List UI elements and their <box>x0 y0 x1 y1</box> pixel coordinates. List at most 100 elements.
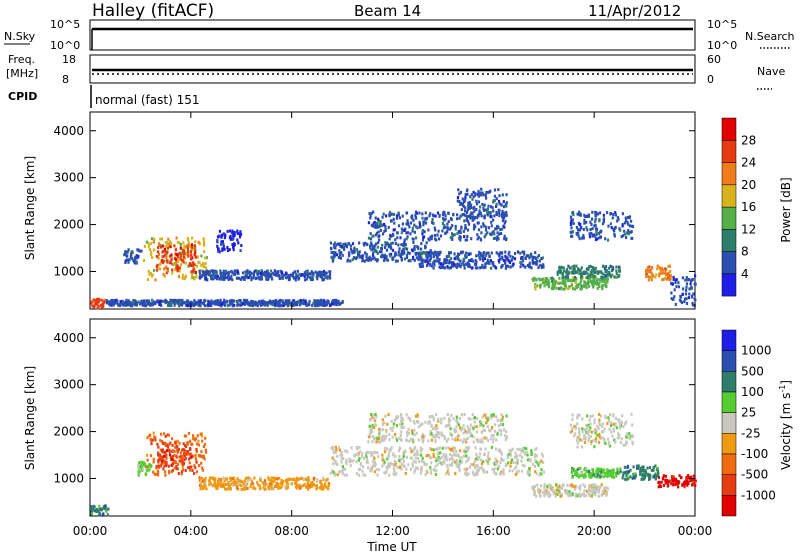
range-cell-0-1-427 <box>147 303 149 306</box>
range-cell-0-1-510 <box>221 302 223 305</box>
range-cell-0-14-46 <box>655 273 657 276</box>
range-cell-0-8-252 <box>434 234 436 237</box>
range-cell-0-10-113 <box>463 205 465 208</box>
range-cell-1-11-44 <box>589 419 591 422</box>
range-cell-1-5-91 <box>509 465 511 468</box>
range-cell-1-6-289 <box>477 440 479 443</box>
range-cell-0-8-312 <box>440 234 442 237</box>
range-cell-1-6-200 <box>474 421 476 424</box>
y-tick-label-0-1: 2000 <box>53 218 84 232</box>
range-cell-1-6-41 <box>406 431 408 434</box>
range-cell-0-8-271 <box>394 238 396 241</box>
range-cell-1-7-137 <box>538 490 540 493</box>
range-cell-0-6-29 <box>229 230 231 233</box>
range-cell-1-6-30 <box>424 421 426 424</box>
range-cell-0-8-5 <box>370 237 372 240</box>
range-cell-1-11-122 <box>593 422 595 425</box>
range-cell-1-6-36 <box>382 428 384 431</box>
range-cell-0-1-517 <box>316 303 318 306</box>
range-cell-1-4-272 <box>270 477 272 480</box>
range-cell-0-9-296 <box>541 266 543 269</box>
range-cell-0-5-174 <box>219 277 221 280</box>
range-cell-1-5-475 <box>334 474 336 477</box>
range-cell-0-2-36 <box>136 262 138 265</box>
range-cell-0-2-39 <box>131 257 133 260</box>
range-cell-0-7-161 <box>385 244 387 247</box>
range-cell-0-1-557 <box>231 302 233 305</box>
range-cell-1-8-85 <box>599 476 601 479</box>
range-cell-1-11-133 <box>596 425 598 428</box>
range-cell-0-9-293 <box>501 265 503 268</box>
range-cell-1-5-286 <box>403 460 405 463</box>
range-cell-1-5-27 <box>417 457 419 460</box>
range-cell-0-3-149 <box>185 275 187 278</box>
range-cell-0-4-79 <box>195 256 197 259</box>
range-cell-1-0-22 <box>101 508 103 511</box>
range-cell-0-10-13 <box>456 213 458 216</box>
range-cell-1-1-23 <box>145 472 147 475</box>
range-cell-1-5-444 <box>353 454 355 457</box>
range-cell-0-5-242 <box>312 272 314 275</box>
range-cell-1-7-60 <box>583 489 585 492</box>
range-cell-1-3-63 <box>172 449 174 452</box>
range-cell-1-4-294 <box>214 480 216 483</box>
range-cell-1-6-226 <box>484 437 486 440</box>
range-cell-1-4-228 <box>218 483 220 486</box>
range-cell-0-5-272 <box>223 277 225 280</box>
range-cell-1-1-20 <box>137 464 139 467</box>
range-cell-0-3-97 <box>204 256 206 259</box>
range-cell-0-13-37 <box>589 228 591 231</box>
date-title: 11/Apr/2012 <box>588 2 681 20</box>
range-cell-1-7-101 <box>588 489 590 492</box>
range-cell-1-3-64 <box>179 456 181 459</box>
range-cell-0-7-179 <box>400 254 402 257</box>
range-cell-0-8-48 <box>370 232 372 235</box>
range-cell-0-9-227 <box>432 252 434 255</box>
range-cell-1-6-148 <box>406 439 408 442</box>
range-cell-1-5-450 <box>426 454 428 457</box>
range-cell-0-8-298 <box>382 216 384 219</box>
range-cell-0-9-159 <box>450 251 452 254</box>
range-cell-1-3-75 <box>163 455 165 458</box>
range-cell-1-5-406 <box>499 461 501 464</box>
range-cell-0-12-79 <box>618 266 620 269</box>
range-cell-0-8-183 <box>407 231 409 234</box>
range-cell-1-11-114 <box>598 413 600 416</box>
range-cell-0-4-90 <box>156 269 158 272</box>
range-cell-1-11-103 <box>581 439 583 442</box>
range-cell-0-7-208 <box>406 254 408 257</box>
range-cell-0-1-535 <box>261 300 263 303</box>
range-cell-0-14-12 <box>651 267 653 270</box>
range-cell-0-5-306 <box>225 270 227 273</box>
range-cell-1-6-222 <box>417 420 419 423</box>
range-cell-0-7-174 <box>346 245 348 248</box>
range-cell-1-6-272 <box>502 416 504 419</box>
range-cell-0-1-421 <box>202 301 204 304</box>
range-cell-0-5-294 <box>295 273 297 276</box>
range-cell-0-7-107 <box>377 258 379 261</box>
range-cell-0-8-42 <box>435 215 437 218</box>
range-cell-0-8-244 <box>390 220 392 223</box>
range-cell-1-3-42 <box>163 461 165 464</box>
range-cell-0-1-542 <box>271 301 273 304</box>
range-cell-0-5-187 <box>212 277 214 280</box>
range-cell-0-8-264 <box>409 232 411 235</box>
range-cell-0-11-116 <box>561 281 563 284</box>
range-cell-1-0-13 <box>107 513 109 516</box>
range-cell-0-0-27 <box>98 298 100 301</box>
range-cell-1-2-27 <box>200 450 202 453</box>
range-cell-0-13-43 <box>619 229 621 232</box>
range-cell-0-8-165 <box>490 215 492 218</box>
range-cell-1-6-310 <box>398 437 400 440</box>
range-cell-1-6-178 <box>392 436 394 439</box>
freq-tick-bottom: 8 <box>62 73 69 86</box>
range-cell-1-5-385 <box>454 472 456 475</box>
range-cell-1-5-355 <box>345 462 347 465</box>
range-cell-0-9-193 <box>435 253 437 256</box>
range-cell-1-6-308 <box>446 440 448 443</box>
range-cell-0-5-245 <box>290 273 292 276</box>
range-cell-0-3-90 <box>148 273 150 276</box>
range-cell-1-6-223 <box>371 440 373 443</box>
range-cell-1-5-314 <box>435 473 437 476</box>
range-cell-1-5-371 <box>374 470 376 473</box>
